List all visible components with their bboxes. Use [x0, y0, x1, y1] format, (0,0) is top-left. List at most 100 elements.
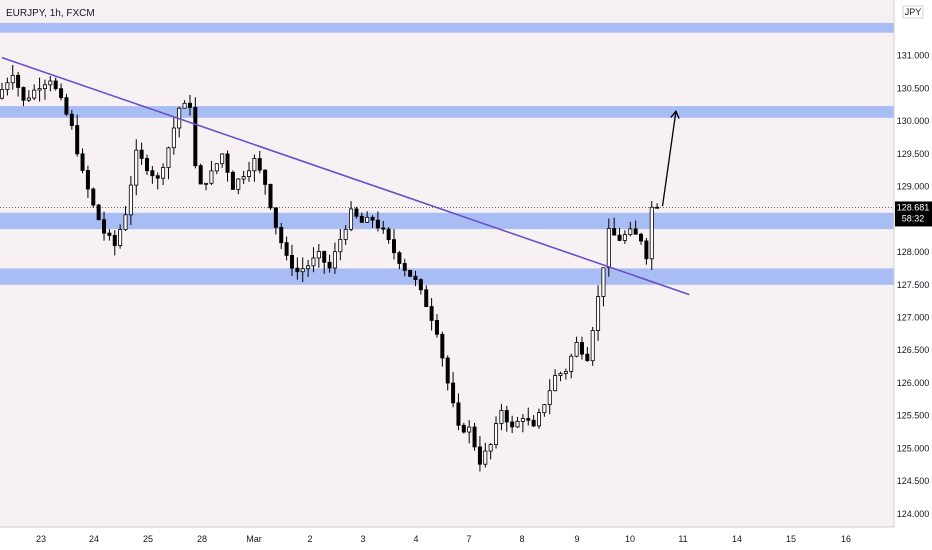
candle-body	[139, 149, 144, 159]
candle-body	[579, 342, 584, 355]
x-tick-label: 3	[360, 534, 365, 544]
candle-body	[32, 89, 37, 99]
candle-body	[134, 149, 139, 186]
candle-body	[359, 215, 364, 223]
y-tick-label: 130.500	[897, 83, 930, 93]
candle-body	[107, 232, 112, 236]
candle-body	[144, 158, 149, 172]
candle-body	[494, 423, 499, 445]
candle-body	[42, 84, 47, 90]
horizontal-zone[interactable]	[0, 106, 894, 118]
candle-body	[182, 102, 187, 109]
horizontal-zone[interactable]	[0, 212, 894, 230]
candle-body	[284, 242, 289, 256]
candle-body	[53, 80, 58, 90]
candle-body	[118, 229, 123, 246]
candle-body	[59, 88, 64, 99]
candle-body	[161, 167, 166, 179]
candle-body	[295, 267, 300, 273]
candle-body	[48, 80, 53, 86]
x-tick-label: 8	[519, 534, 524, 544]
price-marker-value: 128.681	[897, 202, 930, 212]
price-axis[interactable]	[894, 0, 932, 550]
candle-body	[418, 279, 423, 291]
horizontal-zone[interactable]	[0, 22, 894, 33]
price-marker-countdown: 58:32	[902, 213, 925, 223]
price-marker: 128.681 58:32	[895, 201, 932, 227]
candle-body	[166, 147, 171, 168]
candle-body	[526, 418, 531, 421]
candle-body	[504, 410, 509, 423]
candle-body	[263, 169, 268, 185]
x-axis-ticks: 23 24 25 28 Mar 2 3 4 7 8 9 10 11 14 15 16	[36, 534, 851, 544]
candle-body	[268, 184, 273, 209]
candle-body	[596, 296, 601, 331]
candle-body	[123, 214, 128, 230]
candle-body	[402, 263, 407, 271]
candle-body	[520, 418, 525, 422]
candle-body	[306, 265, 311, 270]
candle-body	[80, 153, 85, 171]
candle-body	[649, 206, 654, 260]
y-tick-label: 126.500	[897, 345, 930, 355]
trendline[interactable]	[1, 56, 690, 296]
candle-body	[633, 228, 638, 235]
candle-body	[461, 424, 466, 433]
candle-body	[451, 382, 456, 404]
candle-body	[204, 182, 209, 185]
candle-body	[16, 74, 21, 88]
candle-body	[128, 184, 133, 216]
candle-body	[257, 158, 262, 171]
candle-body	[91, 188, 96, 206]
candle-body	[553, 375, 558, 392]
candle-body	[112, 234, 117, 246]
candle-body	[510, 421, 515, 428]
y-tick-label: 125.000	[897, 443, 930, 453]
candle-body	[26, 97, 31, 101]
candle-body	[440, 333, 445, 359]
plot-background	[0, 0, 894, 527]
candle-body	[515, 420, 520, 428]
y-tick-label: 124.000	[897, 509, 930, 519]
x-tick-label: 4	[413, 534, 418, 544]
y-tick-label: 131.000	[897, 51, 930, 61]
candle-body	[64, 97, 69, 115]
currency-badge	[902, 5, 924, 19]
y-tick-label: 127.500	[897, 280, 930, 290]
x-tick-label: 9	[574, 534, 579, 544]
horizontal-zone[interactable]	[0, 268, 894, 285]
y-tick-label: 128.000	[897, 247, 930, 257]
candle-body	[590, 330, 595, 362]
currency-label: JPY	[905, 7, 922, 17]
candle-body	[381, 227, 386, 230]
candle-body	[343, 228, 348, 240]
candle-body	[424, 289, 429, 307]
candle-body	[563, 370, 568, 374]
candle-body	[472, 426, 477, 448]
candle-body	[429, 306, 434, 321]
candle-body	[537, 412, 542, 427]
candle-body	[96, 204, 101, 221]
candle-body	[209, 170, 214, 184]
candle-body	[322, 251, 327, 263]
candle-body	[386, 228, 391, 241]
candle-body	[289, 255, 294, 269]
x-tick-label: 16	[841, 534, 851, 544]
candle-body	[236, 178, 241, 190]
projection-arrow[interactable]	[661, 110, 680, 207]
candle-body	[397, 252, 402, 264]
x-tick-label: 24	[89, 534, 99, 544]
candle-body	[483, 450, 488, 465]
candle-body	[655, 206, 660, 209]
candle-body	[413, 275, 418, 281]
candle-body	[434, 320, 439, 335]
y-tick-label: 130.000	[897, 116, 930, 126]
candle-body	[622, 234, 627, 241]
y-tick-label: 124.500	[897, 476, 930, 486]
x-tick-label: 25	[143, 534, 153, 544]
time-axis[interactable]	[0, 527, 932, 550]
candle-body	[187, 102, 192, 108]
y-axis-ticks: 124.000 124.500 125.000 125.500 126.000 126.5…	[897, 51, 930, 519]
